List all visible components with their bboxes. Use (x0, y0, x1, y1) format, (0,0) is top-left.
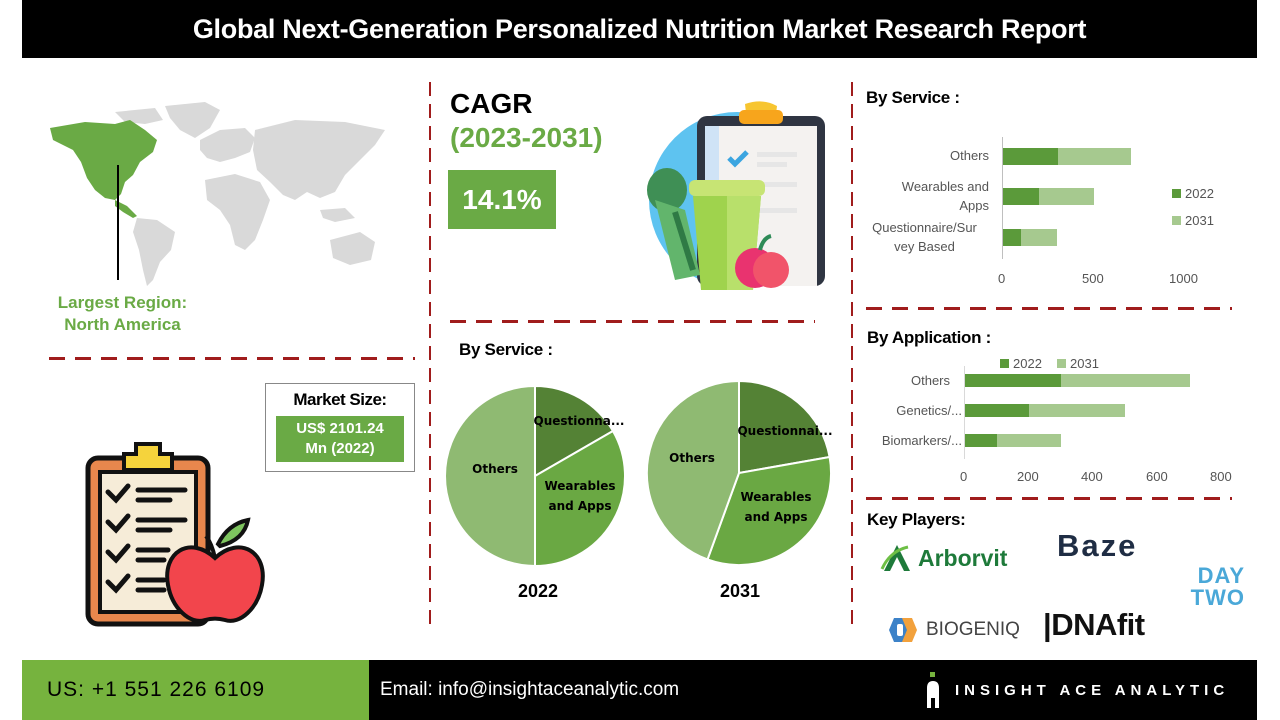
cagr-period: (2023-2031) (450, 122, 603, 153)
logo-daytwo: DAY TWO (1176, 563, 1245, 610)
application-bar-others-2022 (965, 374, 1061, 387)
application-tick-600: 600 (1146, 469, 1168, 484)
market-size-year: Mn (2022) (305, 440, 375, 457)
service-bar-title: By Service : (866, 88, 960, 107)
market-size-amount: US$ 2101.24 (296, 420, 384, 437)
pie-slice-wearables (706, 455, 833, 567)
logo-arborvit: Arborvit (880, 540, 1007, 576)
nutrition-plan-icon (647, 101, 825, 290)
divider-left (49, 357, 415, 360)
pie-label-questionnaire: Questionna... (534, 414, 625, 428)
market-size-title: Market Size: (293, 390, 387, 409)
application-legend-2022: 2022 (1000, 356, 1042, 371)
application-bar-others-2031 (1061, 374, 1190, 387)
largest-region-heading: Largest Region: (57, 293, 188, 312)
insightace-logo-icon (927, 672, 939, 708)
logo-biogeniq: BIOGENIQ (884, 615, 1020, 645)
service-bar-wearables-2031 (1039, 188, 1094, 205)
footer-phone[interactable]: US: +1 551 226 6109 (22, 660, 369, 720)
service-cat-wearables: Wearables and Apps (901, 179, 989, 213)
divider-middle (450, 320, 815, 323)
application-cat-others: Others (910, 373, 950, 388)
pie-section-title: By Service : (459, 340, 553, 359)
application-tick-200: 200 (1017, 469, 1039, 484)
application-cat-biomarkers: Biomarkers/... (881, 433, 962, 448)
clipboard-apple-icon (85, 442, 265, 627)
application-tick-400: 400 (1081, 469, 1103, 484)
application-tick-0: 0 (960, 469, 968, 484)
service-legend-2022: 2022 (1172, 186, 1214, 201)
pie-label-questionnaire: Questionnai... (737, 424, 832, 438)
largest-region-label: Largest Region: North America (40, 292, 205, 336)
service-tick-0: 0 (998, 271, 1006, 286)
logo-dnafit: |DNAfit (1043, 607, 1145, 642)
pie-slice-others (444, 384, 536, 568)
market-size-value: US$ 2101.24 Mn (2022) (276, 416, 404, 462)
footer-brand: INSIGHT ACE ANALYTIC (925, 668, 1229, 712)
service-cat-questionnaire: Questionnaire/Sur vey Based (872, 220, 977, 254)
pie-label-wearables: Wearables (740, 490, 811, 504)
application-bar-genetics-2022 (965, 404, 1029, 417)
application-bar-genetics-2031 (1029, 404, 1125, 417)
arborvit-icon (880, 545, 910, 571)
pie-chart-2022: Questionna... Wearables and Apps Others (444, 384, 626, 568)
service-y-axis (1002, 137, 1003, 259)
footer-email[interactable]: Email: info@insightaceanalytic.com (380, 679, 680, 700)
svg-text:and Apps: and Apps (548, 499, 611, 513)
pie-label-others: Others (669, 451, 715, 465)
service-cat-others: Others (949, 148, 989, 163)
pie-year-2031: 2031 (719, 581, 761, 601)
pie-chart-2031: Questionnai... Wearables and Apps Others (645, 379, 833, 567)
pie-slice-others (645, 379, 740, 561)
biogeniq-icon (889, 618, 917, 642)
application-y-axis (964, 366, 965, 459)
market-size-card: Market Size: US$ 2101.24 Mn (2022) (265, 383, 415, 472)
application-legend-2031: 2031 (1057, 356, 1099, 371)
service-legend-2031: 2031 (1172, 213, 1214, 228)
application-bar-biomarkers-2031 (997, 434, 1061, 447)
divider-right-bottom (866, 497, 1232, 500)
pie-label-others: Others (472, 462, 518, 476)
cagr-label: CAGR (450, 88, 533, 119)
divider-vertical-right (851, 82, 853, 628)
service-bar-others-2022 (1003, 148, 1058, 165)
cagr-value: 14.1% (448, 170, 556, 229)
application-bar-biomarkers-2022 (965, 434, 997, 447)
service-bar-questionnaire-2022 (1003, 229, 1021, 246)
svg-text:and Apps: and Apps (744, 510, 807, 524)
pie-slice-questionnaire (738, 379, 831, 475)
region-pointer-line (117, 165, 119, 280)
key-players-title: Key Players: (867, 510, 966, 529)
pie-slice-questionnaire (534, 384, 615, 478)
pie-year-2022: 2022 (517, 581, 559, 601)
service-tick-1000: 1000 (1169, 271, 1198, 286)
logo-baze: Baze (1057, 528, 1138, 563)
largest-region-value: North America (64, 315, 181, 334)
application-bar-title: By Application : (867, 328, 991, 347)
service-tick-500: 500 (1082, 271, 1104, 286)
service-bar-questionnaire-2031 (1021, 229, 1057, 246)
pie-slice-wearables (534, 429, 626, 568)
service-bar-wearables-2022 (1003, 188, 1039, 205)
divider-vertical-left (429, 82, 431, 628)
world-map-icon (50, 102, 385, 286)
application-tick-800: 800 (1210, 469, 1232, 484)
divider-right-top (866, 307, 1232, 310)
application-cat-genetics: Genetics/... (896, 403, 962, 418)
pie-label-wearables: Wearables (544, 479, 615, 493)
service-bar-others-2031 (1058, 148, 1131, 165)
report-title: Global Next-Generation Personalized Nutr… (22, 0, 1257, 58)
